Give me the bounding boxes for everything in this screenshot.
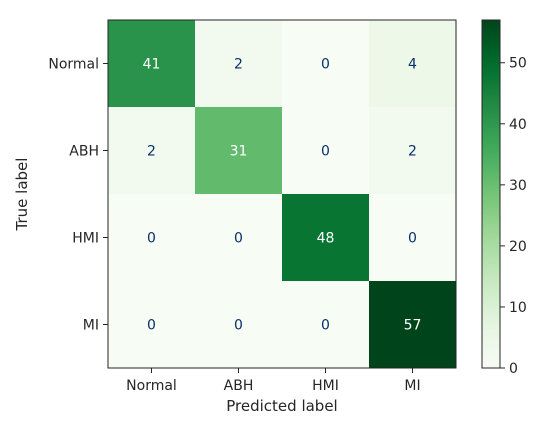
cell-value-label: 0 [147,318,156,334]
colorbar-tick-label: 0 [509,361,518,377]
x-axis-ticks: Normal ABH HMI MI [126,368,421,394]
cell-value-label: 0 [234,231,243,247]
heatmap-cell [282,107,370,195]
colorbar-tick-label: 20 [509,239,527,255]
y-tick-label: HMI [72,231,99,247]
heatmap-cell [282,20,370,108]
heatmap-cell [369,281,457,369]
cell-value-label: 57 [404,318,422,334]
heatmap-cell [282,281,370,369]
colorbar-ticks: 0 10 20 30 40 50 [500,56,527,377]
heatmap-cell [195,281,283,369]
heatmap-cell [108,20,196,108]
cell-value-labels: 41 2 0 4 2 31 0 2 0 0 48 0 0 0 0 57 [143,57,422,334]
x-tick-label: Normal [126,378,177,394]
x-tick-label: ABH [224,378,254,394]
heatmap-cell [282,194,370,282]
cell-value-label: 31 [230,144,248,160]
y-axis-title: True label [13,158,31,232]
x-axis-title: Predicted label [226,397,337,415]
heatmap-cell [108,107,196,195]
colorbar-tick-label: 30 [509,178,527,194]
heatmap-cell [369,107,457,195]
cell-value-label: 0 [147,231,156,247]
cell-value-label: 0 [234,318,243,334]
plot-frame [107,19,457,369]
cell-value-label: 41 [143,57,161,73]
heatmap-cell [369,20,457,108]
colorbar-tick-label: 10 [509,300,527,316]
colorbar [481,19,501,369]
cell-value-label: 0 [408,231,417,247]
cell-value-label: 2 [234,57,243,73]
x-tick-label: HMI [312,378,339,394]
heatmap-cell [108,281,196,369]
heatmap-cell [369,194,457,282]
y-tick-label: Normal [48,57,99,73]
cell-value-label: 0 [321,318,330,334]
colorbar-tick-label: 50 [509,56,527,72]
y-tick-label: MI [83,318,99,334]
y-axis-ticks: Normal ABH HMI MI [48,57,108,334]
colorbar-tick-label: 40 [509,117,527,133]
heatmap-cell [108,194,196,282]
x-tick-label: MI [404,378,420,394]
cell-value-label: 0 [321,144,330,160]
cell-value-label: 48 [317,231,335,247]
heatmap-cells [108,20,457,369]
cell-value-label: 2 [147,144,156,160]
heatmap-cell [195,194,283,282]
cell-value-label: 2 [408,144,417,160]
y-tick-label: ABH [69,144,99,160]
heatmap-cell [195,20,283,108]
cell-value-label: 0 [321,57,330,73]
cell-value-label: 4 [408,57,417,73]
heatmap-cell [195,107,283,195]
